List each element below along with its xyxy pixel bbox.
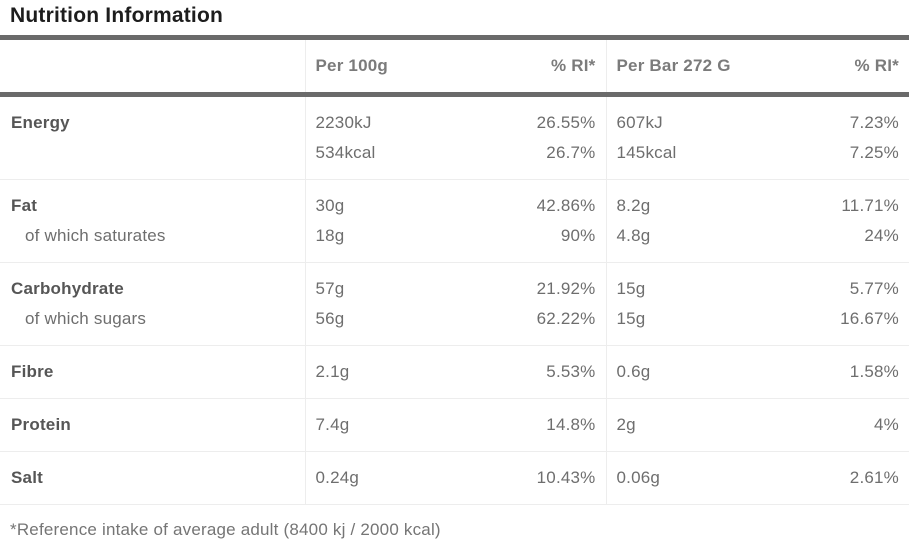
table-row: of which sugars 56g 62.22% 15g 16.67%: [0, 308, 909, 346]
ri-per-bar: 5.77%: [849, 279, 899, 298]
value-per-100g: 0.24g: [304, 451, 457, 504]
header-ri-per-100g: % RI*: [457, 40, 606, 97]
ri-per-100g: 26.7%: [546, 143, 596, 162]
ri-per-bar: 16.67%: [840, 309, 899, 328]
nutrient-label: Carbohydrate: [11, 279, 124, 298]
table-row: of which saturates 18g 90% 4.8g 24%: [0, 225, 909, 263]
nutrient-label: [0, 142, 305, 180]
ri-per-100g: 14.8%: [546, 415, 596, 434]
ri-per-bar: 1.58%: [849, 362, 899, 381]
table-row: Energy 2230kJ 26.55% 607kJ 7.23%: [0, 94, 909, 142]
nutrition-table-body: Energy 2230kJ 26.55% 607kJ 7.23% 534kcal 26.7%…: [0, 94, 909, 504]
value-per-100g: 2.1g: [304, 345, 457, 399]
nutrient-label: Fibre: [11, 362, 54, 381]
value-per-100g: 534kcal: [304, 142, 457, 180]
table-row: 534kcal 26.7% 145kcal 7.25%: [0, 142, 909, 180]
value-per-100g: 7.4g: [304, 398, 457, 452]
ri-per-100g: 90%: [560, 226, 596, 245]
value-per-bar: 4.8g: [605, 225, 761, 263]
ri-per-bar: 7.23%: [849, 113, 899, 132]
ri-per-bar: 7.25%: [849, 143, 899, 162]
table-header: Per 100g % RI* Per Bar 272 G % RI*: [0, 40, 909, 97]
header-per-100g: Per 100g: [304, 40, 457, 97]
header-row: Per 100g % RI* Per Bar 272 G % RI*: [0, 40, 909, 97]
value-per-100g: 30g: [304, 179, 457, 225]
nutrient-label: Protein: [11, 415, 71, 434]
nutrient-label: of which saturates: [25, 226, 166, 245]
ri-per-bar: 11.71%: [841, 196, 899, 215]
ri-per-bar: 4%: [874, 415, 899, 434]
nutrition-table-wrapper: Per 100g % RI* Per Bar 272 G % RI* Energ…: [0, 35, 909, 505]
ri-per-100g: 42.86%: [536, 196, 596, 215]
value-per-100g: 56g: [304, 308, 457, 346]
table-row: Carbohydrate 57g 21.92% 15g 5.77%: [0, 262, 909, 308]
value-per-bar: 607kJ: [605, 94, 761, 142]
value-per-bar: 0.06g: [605, 451, 761, 504]
header-nutrient: [0, 40, 305, 97]
nutrient-label: Energy: [11, 113, 70, 132]
value-per-100g: 57g: [304, 262, 457, 308]
nutrient-label: of which sugars: [25, 309, 147, 328]
nutrition-table: Per 100g % RI* Per Bar 272 G % RI* Energ…: [0, 40, 909, 504]
value-per-100g: 2230kJ: [304, 94, 457, 142]
value-per-bar: 145kcal: [605, 142, 761, 180]
value-per-bar: 15g: [605, 262, 761, 308]
ri-per-100g: 10.43%: [536, 468, 596, 487]
value-per-bar: 8.2g: [605, 179, 761, 225]
value-per-bar: 0.6g: [605, 345, 761, 399]
table-row: Fat 30g 42.86% 8.2g 11.71%: [0, 179, 909, 225]
reference-intake-footnote: *Reference intake of average adult (8400…: [10, 520, 441, 539]
table-row: Protein 7.4g 14.8% 2g 4%: [0, 398, 909, 452]
header-per-bar: Per Bar 272 G: [605, 40, 761, 97]
table-row: Salt 0.24g 10.43% 0.06g 2.61%: [0, 451, 909, 504]
ri-per-100g: 5.53%: [546, 362, 596, 381]
nutrient-label: Fat: [11, 196, 38, 215]
page-title: Nutrition Information: [10, 4, 224, 27]
value-per-bar: 2g: [605, 398, 761, 452]
ri-per-bar: 24%: [864, 226, 899, 245]
ri-per-bar: 2.61%: [849, 468, 899, 487]
ri-per-100g: 21.92%: [536, 279, 596, 298]
value-per-bar: 15g: [605, 308, 761, 346]
header-ri-per-bar: % RI*: [761, 40, 909, 97]
value-per-100g: 18g: [304, 225, 457, 263]
table-row: Fibre 2.1g 5.53% 0.6g 1.58%: [0, 345, 909, 399]
ri-per-100g: 62.22%: [536, 309, 596, 328]
nutrient-label: Salt: [11, 468, 43, 487]
ri-per-100g: 26.55%: [536, 113, 596, 132]
